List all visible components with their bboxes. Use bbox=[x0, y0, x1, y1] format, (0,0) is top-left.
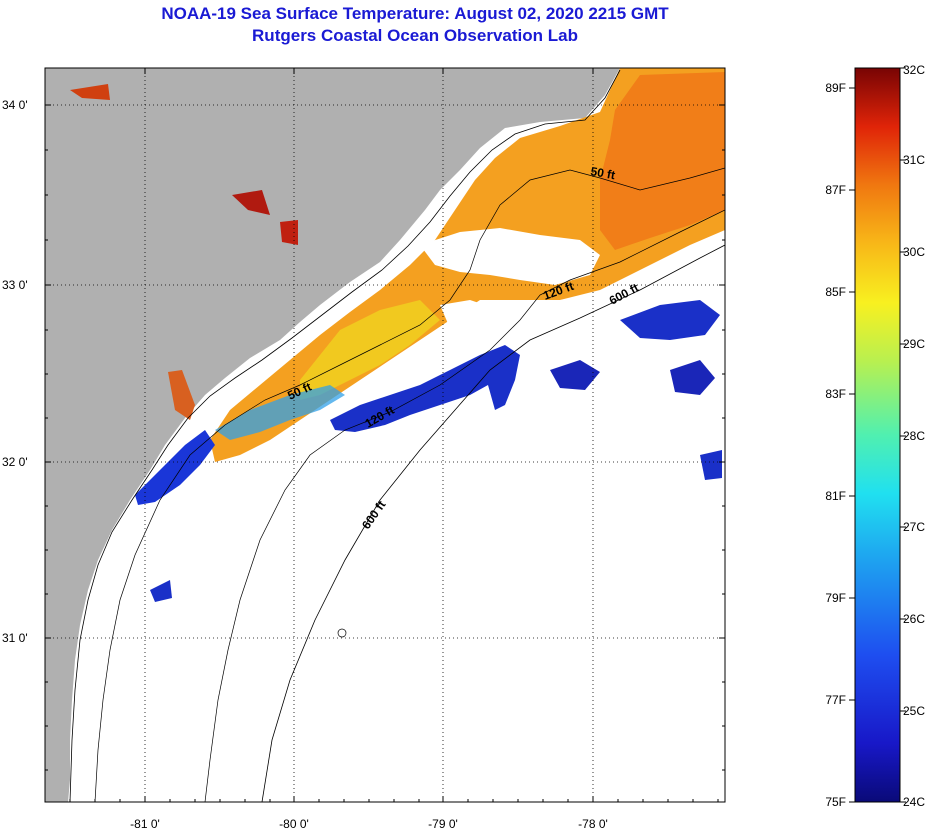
colorbar-f-label: 79F bbox=[825, 591, 846, 605]
colorbar-f-label: 77F bbox=[825, 693, 846, 707]
map-subtitle: Rutgers Coastal Ocean Observation Lab bbox=[252, 26, 578, 45]
cloud-patch bbox=[560, 295, 620, 325]
inland-water bbox=[70, 84, 110, 100]
colorbar-c-label: 29C bbox=[903, 337, 925, 351]
map-title: NOAA-19 Sea Surface Temperature: August … bbox=[161, 4, 669, 23]
colorbar bbox=[854, 67, 901, 803]
inland-water bbox=[168, 370, 195, 420]
sst-cold-patch bbox=[620, 300, 720, 340]
seamount-contour bbox=[337, 628, 347, 638]
coastline bbox=[69, 69, 621, 802]
colorbar-f-label: 81F bbox=[825, 489, 846, 503]
sst-cold-patch bbox=[700, 450, 722, 480]
colorbar-c-label: 26C bbox=[903, 612, 925, 626]
colorbar-c-label: 25C bbox=[903, 704, 925, 718]
lat-label: 31 0' bbox=[2, 631, 28, 645]
lat-label: 32 0' bbox=[2, 455, 28, 469]
colorbar-f-label: 83F bbox=[825, 387, 846, 401]
lat-label: 33 0' bbox=[2, 278, 28, 292]
lat-label: 34 0' bbox=[2, 98, 28, 112]
cloud-patch bbox=[440, 300, 505, 345]
sst-cold-patch bbox=[550, 360, 600, 390]
sst-cold-band bbox=[135, 430, 215, 505]
lon-label: -80 0' bbox=[279, 817, 309, 831]
inland-water bbox=[232, 190, 270, 215]
colorbar-f-label: 87F bbox=[825, 183, 846, 197]
colorbar-c-label: 31C bbox=[903, 153, 925, 167]
colorbar-c-label: 28C bbox=[903, 429, 925, 443]
lon-label: -78 0' bbox=[578, 817, 608, 831]
plot-frame bbox=[44, 67, 726, 803]
graticule bbox=[45, 68, 725, 802]
colorbar-c-label: 32C bbox=[903, 63, 925, 77]
cloud-patch bbox=[420, 228, 600, 285]
colorbar-f-label: 85F bbox=[825, 285, 846, 299]
lon-label: -81 0' bbox=[130, 817, 160, 831]
colorbar-ticks bbox=[849, 67, 906, 803]
colorbar-c-label: 30C bbox=[903, 245, 925, 259]
contour-label: 50 ft bbox=[589, 164, 616, 182]
sst-cold-patch bbox=[150, 580, 172, 602]
colorbar-c-label: 27C bbox=[903, 520, 925, 534]
contour-600ft bbox=[261, 244, 725, 802]
inland-water bbox=[280, 220, 298, 245]
sst-cold-band bbox=[330, 345, 520, 432]
sst-hot-core bbox=[600, 72, 725, 250]
colorbar-f-label: 89F bbox=[825, 81, 846, 95]
sst-cool-band bbox=[215, 385, 345, 440]
contour-120ft bbox=[204, 209, 725, 802]
lon-label: -79 0' bbox=[428, 817, 458, 831]
colorbar-f-label: 75F bbox=[825, 795, 846, 809]
axis-ticks bbox=[45, 68, 725, 802]
sst-cold-patch bbox=[670, 360, 715, 395]
land-mass bbox=[45, 68, 620, 802]
colorbar-c-label: 24C bbox=[903, 795, 925, 809]
contour-50ft bbox=[94, 167, 725, 802]
